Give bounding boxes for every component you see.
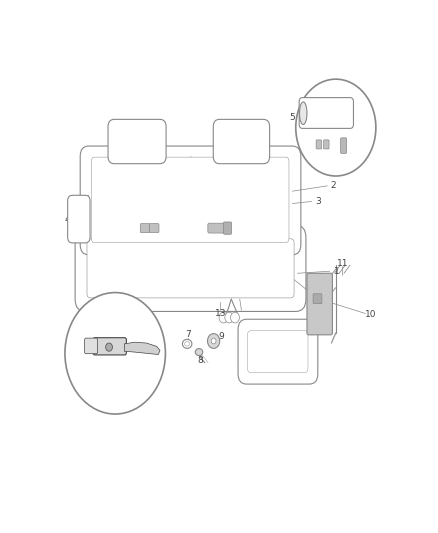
FancyBboxPatch shape (108, 119, 166, 164)
Text: 16: 16 (129, 329, 140, 338)
FancyBboxPatch shape (80, 146, 301, 255)
Text: 12: 12 (307, 287, 318, 296)
Text: 3: 3 (315, 197, 321, 206)
Text: 11: 11 (336, 259, 348, 268)
FancyBboxPatch shape (316, 140, 321, 149)
Ellipse shape (182, 340, 192, 349)
Text: 13: 13 (215, 309, 226, 318)
Text: 6: 6 (355, 142, 361, 150)
Text: 14: 14 (71, 334, 82, 343)
Circle shape (296, 79, 376, 176)
Circle shape (230, 312, 240, 323)
FancyBboxPatch shape (238, 319, 318, 384)
FancyBboxPatch shape (87, 239, 294, 298)
Text: 15: 15 (90, 375, 102, 384)
Text: 8: 8 (198, 356, 204, 365)
Circle shape (208, 334, 220, 349)
Circle shape (219, 312, 228, 323)
Text: 4: 4 (65, 215, 71, 224)
Circle shape (113, 312, 122, 323)
Circle shape (211, 338, 216, 344)
FancyBboxPatch shape (75, 225, 306, 311)
Text: 1: 1 (334, 266, 339, 276)
Text: 9: 9 (218, 333, 224, 341)
Polygon shape (124, 342, 160, 354)
FancyBboxPatch shape (307, 273, 332, 335)
FancyBboxPatch shape (213, 119, 270, 164)
FancyBboxPatch shape (93, 338, 127, 355)
Circle shape (107, 312, 116, 323)
FancyBboxPatch shape (223, 222, 232, 235)
Text: 5: 5 (290, 113, 295, 122)
Ellipse shape (185, 342, 190, 346)
Ellipse shape (195, 349, 203, 356)
Text: 10: 10 (365, 310, 377, 319)
Circle shape (225, 312, 233, 323)
FancyBboxPatch shape (140, 224, 150, 232)
FancyBboxPatch shape (149, 224, 159, 232)
Text: 7: 7 (185, 330, 191, 340)
FancyBboxPatch shape (341, 138, 346, 154)
Text: 2: 2 (330, 181, 336, 190)
Circle shape (119, 312, 128, 323)
FancyBboxPatch shape (85, 338, 98, 354)
FancyBboxPatch shape (247, 330, 308, 373)
Ellipse shape (259, 349, 270, 356)
FancyBboxPatch shape (313, 294, 322, 304)
FancyBboxPatch shape (208, 223, 229, 233)
FancyBboxPatch shape (92, 157, 289, 243)
Circle shape (65, 293, 166, 414)
Circle shape (106, 343, 113, 351)
Ellipse shape (300, 102, 307, 125)
FancyBboxPatch shape (299, 98, 353, 128)
Text: 4: 4 (266, 376, 272, 385)
FancyBboxPatch shape (67, 195, 90, 243)
FancyBboxPatch shape (324, 140, 329, 149)
